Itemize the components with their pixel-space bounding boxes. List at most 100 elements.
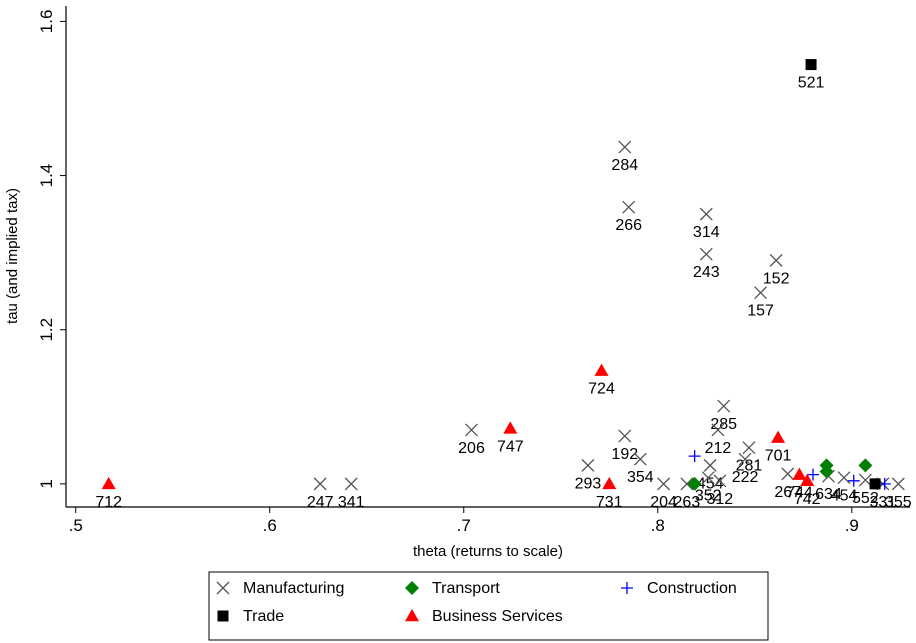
data-point [771, 430, 786, 443]
point-label: 293 [575, 475, 602, 492]
point-label: 634 [815, 486, 842, 503]
data-point [792, 467, 807, 480]
point-label: 331 [869, 494, 896, 511]
legend-marker [217, 610, 229, 622]
legend: Manufacturing Transport Construction Trade B… [208, 571, 769, 641]
data-point [754, 286, 768, 300]
point-label: 206 [458, 440, 485, 457]
data-point [819, 464, 834, 479]
data-point [701, 471, 715, 485]
data-point [313, 477, 327, 491]
point-label: 521 [798, 75, 825, 92]
data-point [602, 476, 617, 490]
legend-label: Manufacturing [243, 580, 344, 597]
legend-marker [621, 582, 633, 594]
point-label: 454 [697, 475, 724, 492]
data-point [581, 458, 595, 472]
data-point [687, 476, 702, 491]
y-tick-label: 1.2 [37, 318, 56, 342]
data-point [633, 452, 647, 466]
point-label: 712 [95, 494, 122, 511]
point-label: 267 [774, 484, 801, 501]
point-label: 341 [338, 494, 365, 511]
point-label: 212 [705, 440, 732, 457]
data-point [594, 363, 609, 376]
point-label: 731 [596, 494, 623, 511]
legend-label: Transport [432, 580, 500, 597]
data-point [618, 140, 632, 154]
point-label: 744 [786, 485, 813, 502]
point-label: 284 [611, 157, 638, 174]
point-label: 204 [650, 494, 677, 511]
data-point [878, 477, 891, 490]
point-label: 222 [732, 469, 759, 486]
data-point [618, 429, 632, 443]
y-ticks: 1 1.2 1.4 1.6 [37, 10, 66, 489]
y-axis-title: tau (and implied tax) [4, 188, 21, 324]
x-tick-label: .5 [69, 516, 83, 535]
data-point [713, 474, 727, 488]
series-transport [687, 458, 873, 491]
point-label: 354 [627, 469, 654, 486]
data-point [869, 478, 881, 490]
legend-item: Manufacturing [216, 580, 344, 597]
legend-label: Trade [243, 608, 284, 625]
x-tick-label: .9 [845, 516, 859, 535]
series-construction [688, 450, 891, 490]
data-point [344, 477, 358, 491]
point-label: 192 [611, 446, 638, 463]
data-point [800, 473, 815, 487]
data-point [837, 471, 851, 485]
y-tick-label: 1.6 [37, 10, 56, 34]
legend-item: Business Services [405, 608, 563, 625]
legend-label: Business Services [432, 608, 563, 625]
x-tick-label: .6 [263, 516, 277, 535]
data-point [806, 468, 819, 481]
y-tick-label: 1 [37, 479, 56, 488]
legend-label: Construction [647, 580, 737, 597]
x-tick-label: .7 [457, 516, 471, 535]
point-label: 263 [674, 494, 701, 511]
point-label: 352 [695, 488, 722, 505]
point-label: 724 [588, 381, 615, 398]
point-label: 314 [693, 224, 720, 241]
data-point [858, 473, 872, 487]
data-point [101, 476, 116, 490]
data-point [680, 477, 694, 491]
legend-box [208, 571, 769, 641]
point-label: 747 [497, 438, 524, 455]
y-tick-label: 1.4 [37, 164, 56, 188]
data-point [657, 477, 671, 491]
data-point [781, 467, 795, 481]
data-point [699, 207, 713, 221]
axes [65, 6, 910, 508]
data-point [703, 458, 717, 472]
point-label: 157 [747, 303, 774, 320]
legend-marker [405, 581, 419, 595]
data-point [711, 423, 725, 437]
data-point [717, 399, 731, 413]
x-tick-label: .8 [651, 516, 665, 535]
data-point [847, 474, 860, 487]
data-point [769, 253, 783, 267]
data-point [699, 247, 713, 261]
point-label: 355 [885, 494, 912, 511]
point-label: 312 [707, 491, 734, 508]
point-label: 454 [831, 488, 858, 505]
point-label: 552 [852, 490, 879, 507]
point-label: 742 [794, 491, 821, 508]
point-label: 243 [693, 264, 720, 281]
legend-item: Trade [217, 608, 284, 625]
data-point [805, 59, 817, 71]
legend-item: Construction [621, 580, 737, 597]
series-trade: 521 [798, 59, 881, 490]
data-point [688, 450, 701, 463]
legend-marker [216, 581, 230, 595]
data-point [465, 423, 478, 437]
data-point [742, 441, 756, 455]
data-point [858, 458, 873, 473]
